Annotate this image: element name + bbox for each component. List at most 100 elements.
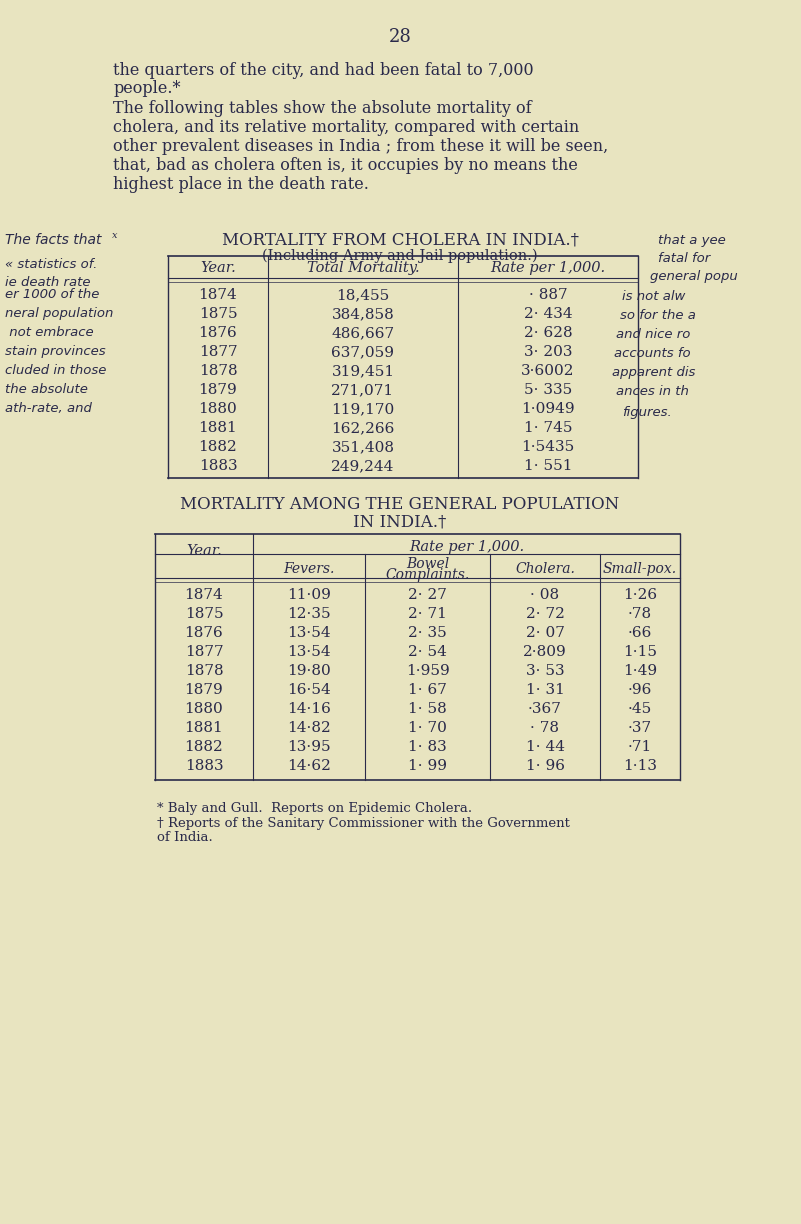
Text: 1881: 1881 xyxy=(184,721,223,734)
Text: apparent dis: apparent dis xyxy=(612,366,695,379)
Text: 1874: 1874 xyxy=(184,588,223,602)
Text: 1883: 1883 xyxy=(185,759,223,774)
Text: · 08: · 08 xyxy=(530,588,560,602)
Text: 1875: 1875 xyxy=(199,307,237,321)
Text: the absolute: the absolute xyxy=(5,383,88,397)
Text: 1878: 1878 xyxy=(185,663,223,678)
Text: 1877: 1877 xyxy=(199,345,237,359)
Text: 486,667: 486,667 xyxy=(332,326,395,340)
Text: Bowel: Bowel xyxy=(406,557,449,572)
Text: 1881: 1881 xyxy=(199,421,237,435)
Text: 1882: 1882 xyxy=(184,741,223,754)
Text: 1· 99: 1· 99 xyxy=(408,759,447,774)
Text: x: x xyxy=(112,231,118,240)
Text: Rate per 1,000.: Rate per 1,000. xyxy=(490,261,606,275)
Text: 1882: 1882 xyxy=(199,439,237,454)
Text: 18,455: 18,455 xyxy=(336,288,389,302)
Text: 1876: 1876 xyxy=(199,326,237,340)
Text: highest place in the death rate.: highest place in the death rate. xyxy=(113,176,369,193)
Text: 16·54: 16·54 xyxy=(287,683,331,696)
Text: of India.: of India. xyxy=(157,831,213,845)
Text: 1·959: 1·959 xyxy=(405,663,449,678)
Text: ·367: ·367 xyxy=(528,703,562,716)
Text: 1875: 1875 xyxy=(185,607,223,621)
Text: 1· 44: 1· 44 xyxy=(525,741,565,754)
Text: that, bad as cholera often is, it occupies by no means the: that, bad as cholera often is, it occupi… xyxy=(113,157,578,174)
Text: The following tables show the absolute mortality of: The following tables show the absolute m… xyxy=(113,100,532,118)
Text: Small-pox.: Small-pox. xyxy=(603,562,677,577)
Text: 12·35: 12·35 xyxy=(288,607,331,621)
Text: Total Mortality.: Total Mortality. xyxy=(307,261,419,275)
Text: ances in th: ances in th xyxy=(616,386,689,398)
Text: 1· 31: 1· 31 xyxy=(525,683,565,696)
Text: 249,244: 249,244 xyxy=(332,459,395,472)
Text: 1·26: 1·26 xyxy=(623,588,657,602)
Text: ·78: ·78 xyxy=(628,607,652,621)
Text: 2· 07: 2· 07 xyxy=(525,625,565,640)
Text: 1877: 1877 xyxy=(185,645,223,659)
Text: · 887: · 887 xyxy=(529,288,567,302)
Text: 13·95: 13·95 xyxy=(288,741,331,754)
Text: figures.: figures. xyxy=(622,406,672,419)
Text: 1·0949: 1·0949 xyxy=(521,401,575,416)
Text: 1878: 1878 xyxy=(199,364,237,378)
Text: 1·49: 1·49 xyxy=(623,663,657,678)
Text: that a yee: that a yee xyxy=(658,234,726,247)
Text: stain provinces: stain provinces xyxy=(5,345,106,357)
Text: 2· 54: 2· 54 xyxy=(408,645,447,659)
Text: 162,266: 162,266 xyxy=(332,421,395,435)
Text: and nice ro: and nice ro xyxy=(616,328,690,341)
Text: 13·54: 13·54 xyxy=(288,625,331,640)
Text: Cholera.: Cholera. xyxy=(515,562,575,577)
Text: 2· 434: 2· 434 xyxy=(524,307,572,321)
Text: 119,170: 119,170 xyxy=(332,401,395,416)
Text: is not alw: is not alw xyxy=(622,290,686,304)
Text: 1880: 1880 xyxy=(184,703,223,716)
Text: general popu: general popu xyxy=(650,271,738,283)
Text: IN INDIA.†: IN INDIA.† xyxy=(353,513,447,530)
Text: people.*: people.* xyxy=(113,80,180,97)
Text: 2· 72: 2· 72 xyxy=(525,607,565,621)
Text: fatal for: fatal for xyxy=(658,252,710,266)
Text: 1· 58: 1· 58 xyxy=(409,703,447,716)
Text: 2· 71: 2· 71 xyxy=(408,607,447,621)
Text: 1·5435: 1·5435 xyxy=(521,439,574,454)
Text: 3· 203: 3· 203 xyxy=(524,345,572,359)
Text: 14·82: 14·82 xyxy=(287,721,331,734)
Text: 11·09: 11·09 xyxy=(287,588,331,602)
Text: 1879: 1879 xyxy=(184,683,223,696)
Text: ·71: ·71 xyxy=(628,741,652,754)
Text: 1879: 1879 xyxy=(199,383,237,397)
Text: 319,451: 319,451 xyxy=(332,364,395,378)
Text: † Reports of the Sanitary Commissioner with the Government: † Reports of the Sanitary Commissioner w… xyxy=(157,816,570,830)
Text: 14·16: 14·16 xyxy=(287,703,331,716)
Text: 28: 28 xyxy=(388,28,412,47)
Text: 3· 53: 3· 53 xyxy=(525,663,565,678)
Text: ·96: ·96 xyxy=(628,683,652,696)
Text: cholera, and its relative mortality, compared with certain: cholera, and its relative mortality, com… xyxy=(113,119,579,136)
Text: 1· 70: 1· 70 xyxy=(408,721,447,734)
Text: ·66: ·66 xyxy=(628,625,652,640)
Text: Fevers.: Fevers. xyxy=(284,562,335,577)
Text: 2· 628: 2· 628 xyxy=(524,326,572,340)
Text: 384,858: 384,858 xyxy=(332,307,394,321)
Text: 3·6002: 3·6002 xyxy=(521,364,575,378)
Text: 1· 96: 1· 96 xyxy=(525,759,565,774)
Text: * Baly and Gull.  Reports on Epidemic Cholera.: * Baly and Gull. Reports on Epidemic Cho… xyxy=(157,802,472,815)
Text: ie death rate: ie death rate xyxy=(5,275,91,289)
Text: 1· 83: 1· 83 xyxy=(409,741,447,754)
Text: so for the a: so for the a xyxy=(620,308,696,322)
Text: 1· 551: 1· 551 xyxy=(524,459,572,472)
Text: neral population: neral population xyxy=(5,307,114,319)
Text: 1876: 1876 xyxy=(184,625,223,640)
Text: er 1000 of the: er 1000 of the xyxy=(5,288,99,301)
Text: 637,059: 637,059 xyxy=(332,345,395,359)
Text: « statistics of.: « statistics of. xyxy=(5,258,98,271)
Text: other prevalent diseases in India ; from these it will be seen,: other prevalent diseases in India ; from… xyxy=(113,138,608,155)
Text: · 78: · 78 xyxy=(530,721,560,734)
Text: accounts fo: accounts fo xyxy=(614,346,690,360)
Text: Year.: Year. xyxy=(200,261,235,275)
Text: ·45: ·45 xyxy=(628,703,652,716)
Text: 14·62: 14·62 xyxy=(287,759,331,774)
Text: Complaints.: Complaints. xyxy=(385,568,469,581)
